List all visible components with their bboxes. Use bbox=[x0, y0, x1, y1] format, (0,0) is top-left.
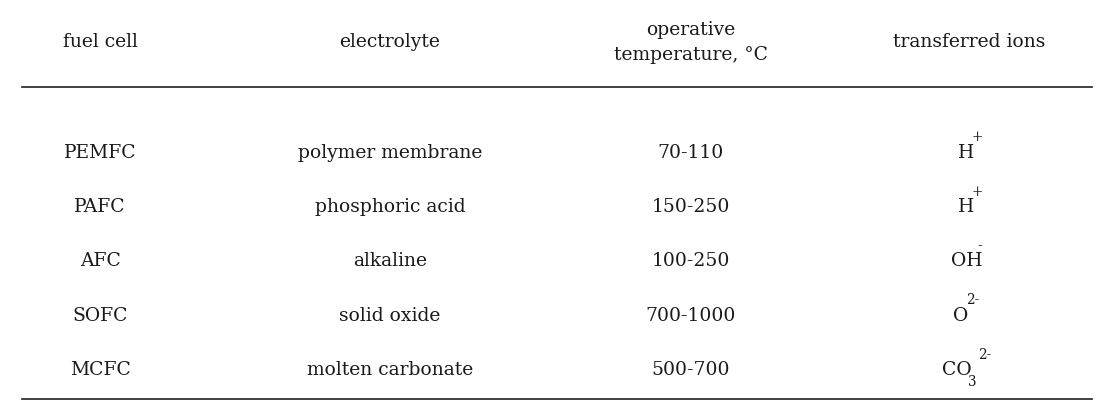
Text: 70-110: 70-110 bbox=[657, 144, 724, 161]
Text: polymer membrane: polymer membrane bbox=[297, 144, 482, 161]
Text: 2-: 2- bbox=[978, 347, 991, 360]
Text: PAFC: PAFC bbox=[75, 198, 126, 215]
Text: H: H bbox=[958, 198, 974, 215]
Text: H: H bbox=[958, 144, 974, 161]
Text: OH: OH bbox=[951, 252, 983, 269]
Text: AFC: AFC bbox=[80, 252, 120, 269]
Text: molten carbonate: molten carbonate bbox=[306, 360, 473, 378]
Text: operative
temperature, °C: operative temperature, °C bbox=[614, 21, 768, 63]
Text: alkaline: alkaline bbox=[353, 252, 427, 269]
Text: MCFC: MCFC bbox=[70, 360, 130, 378]
Text: 100-250: 100-250 bbox=[652, 252, 730, 269]
Text: -: - bbox=[978, 239, 983, 252]
Text: solid oxide: solid oxide bbox=[339, 306, 441, 324]
Text: 150-250: 150-250 bbox=[652, 198, 730, 215]
Text: +: + bbox=[971, 130, 983, 144]
Text: O: O bbox=[954, 306, 968, 324]
Text: electrolyte: electrolyte bbox=[340, 33, 440, 51]
Text: 2-: 2- bbox=[967, 293, 979, 306]
Text: CO: CO bbox=[941, 360, 971, 378]
Text: transferred ions: transferred ions bbox=[893, 33, 1045, 51]
Text: phosphoric acid: phosphoric acid bbox=[314, 198, 466, 215]
Text: SOFC: SOFC bbox=[72, 306, 128, 324]
Text: fuel cell: fuel cell bbox=[62, 33, 138, 51]
Text: 700-1000: 700-1000 bbox=[645, 306, 736, 324]
Text: +: + bbox=[971, 184, 983, 198]
Text: PEMFC: PEMFC bbox=[63, 144, 137, 161]
Text: 500-700: 500-700 bbox=[652, 360, 730, 378]
Text: 3: 3 bbox=[968, 374, 977, 388]
